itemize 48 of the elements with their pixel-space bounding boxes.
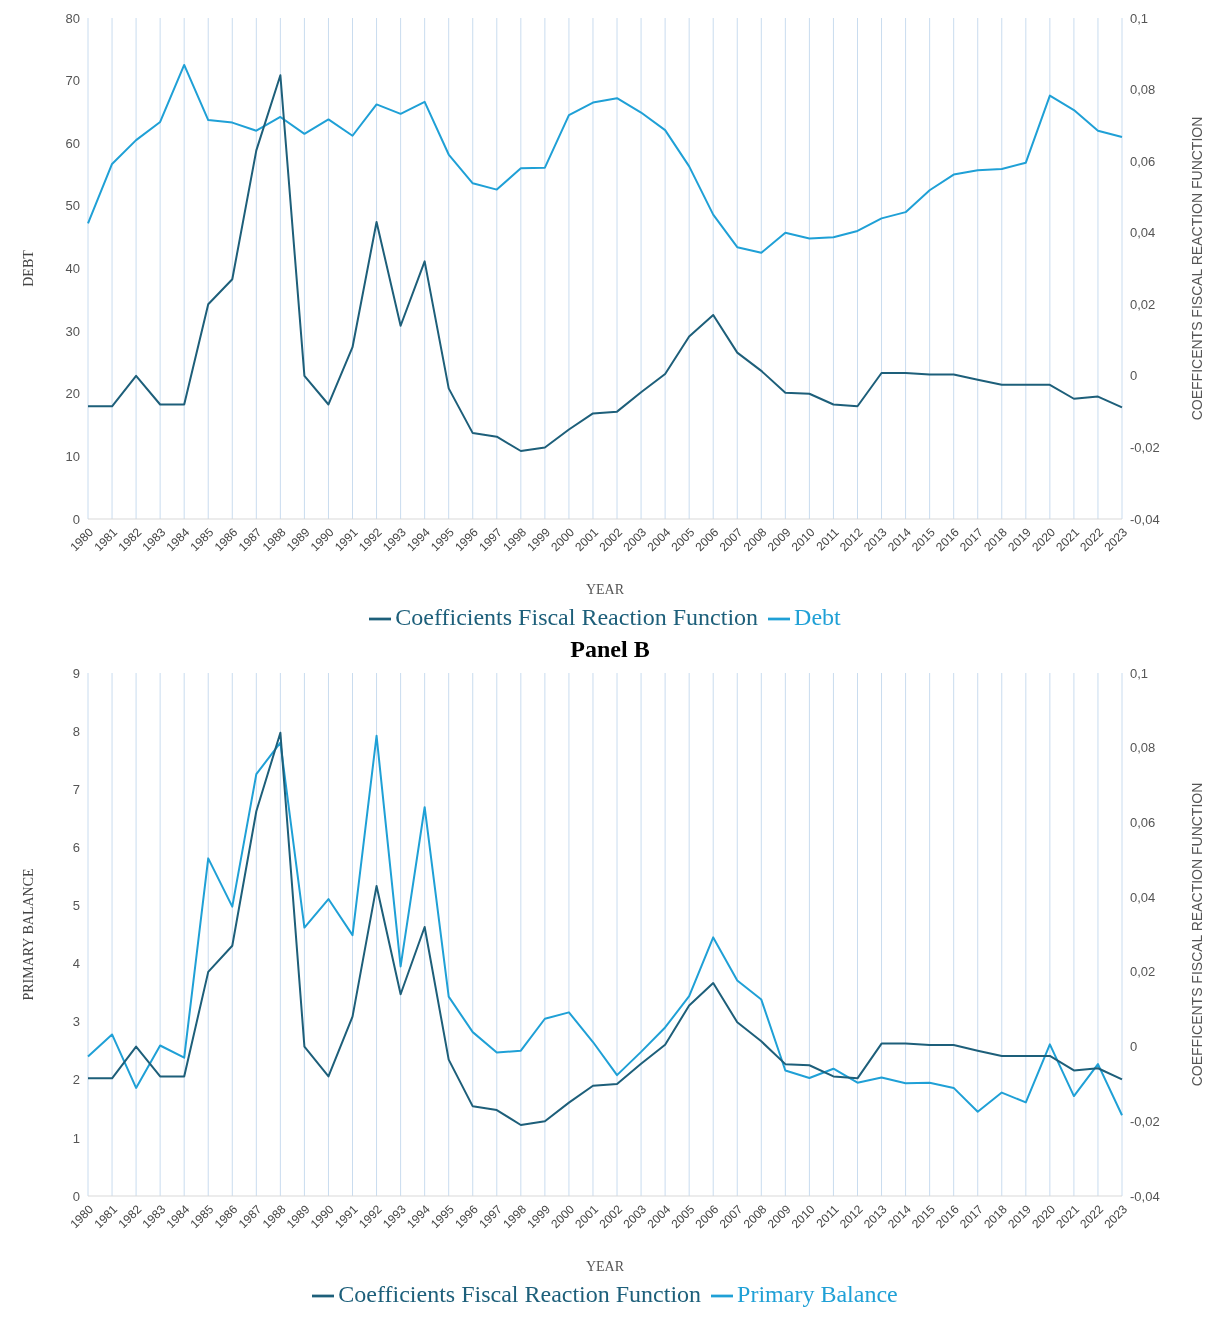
y-tick-label: 20 xyxy=(65,386,80,402)
x-axis-title: YEAR xyxy=(585,582,625,597)
y-tick-label: 80 xyxy=(65,10,80,26)
y-tick-label: 50 xyxy=(65,198,80,214)
line-series xyxy=(87,74,1123,453)
y-tick-label: 0 xyxy=(72,1188,80,1204)
y2-tick-label: -0,04 xyxy=(1130,1188,1160,1204)
y-tick-label: 7 xyxy=(72,781,80,797)
y2-tick-label: -0,02 xyxy=(1130,440,1160,456)
y-tick-label: 5 xyxy=(72,898,80,914)
y-tick-label: 10 xyxy=(65,448,80,464)
y2-tick-label: -0,02 xyxy=(1130,1113,1160,1129)
y2-tick-label: 0,04 xyxy=(1130,889,1156,905)
legend-label: Primary Balance xyxy=(737,1281,898,1307)
legend-label: Coefficients Fiscal Reaction Function xyxy=(395,604,759,630)
legend-label: Coefficients Fiscal Reaction Function xyxy=(338,1281,702,1307)
y-tick-label: 60 xyxy=(65,135,80,151)
y2-tick-label: -0,04 xyxy=(1130,511,1160,527)
y2-tick-label: 0,02 xyxy=(1130,296,1156,312)
y-axis-title: DEBT xyxy=(20,249,36,287)
x-axis-title: YEAR xyxy=(585,1259,625,1274)
y-axis-title: PRIMARY BALANCE xyxy=(20,868,36,1001)
y2-tick-label: 0,08 xyxy=(1130,82,1156,98)
y-tick-label: 0 xyxy=(72,511,80,527)
legend-label: Debt xyxy=(794,604,841,630)
line-series xyxy=(87,63,1123,254)
y2-axis-title: COEFFICENTS FISCAL REACTION FUNCTION xyxy=(1188,116,1205,421)
y-tick-label: 8 xyxy=(72,723,80,739)
y2-tick-label: 0,1 xyxy=(1130,10,1149,26)
y-tick-label: 2 xyxy=(72,1072,80,1088)
y2-tick-label: 0,06 xyxy=(1130,153,1156,169)
y2-tick-label: 0,02 xyxy=(1130,964,1156,980)
chart-title: Panel B xyxy=(569,636,651,663)
y2-tick-label: 0,08 xyxy=(1130,740,1156,756)
y-tick-label: 40 xyxy=(65,261,80,277)
y-tick-label: 3 xyxy=(72,1014,80,1030)
y-tick-label: 30 xyxy=(65,323,80,339)
y-tick-label: 70 xyxy=(65,73,80,89)
y-tick-label: 6 xyxy=(72,839,80,855)
y2-tick-label: 0,04 xyxy=(1130,225,1156,241)
y-tick-label: 4 xyxy=(72,956,80,972)
y-tick-label: 9 xyxy=(72,665,80,681)
y2-axis-title: COEFFICENTS FISCAL REACTION FUNCTION xyxy=(1188,782,1205,1087)
y-tick-label: 1 xyxy=(72,1130,80,1146)
y2-tick-label: 0 xyxy=(1130,1039,1138,1055)
y2-tick-label: 0,06 xyxy=(1130,815,1156,831)
y2-tick-label: 0 xyxy=(1130,368,1138,384)
y2-tick-label: 0,1 xyxy=(1130,665,1149,681)
